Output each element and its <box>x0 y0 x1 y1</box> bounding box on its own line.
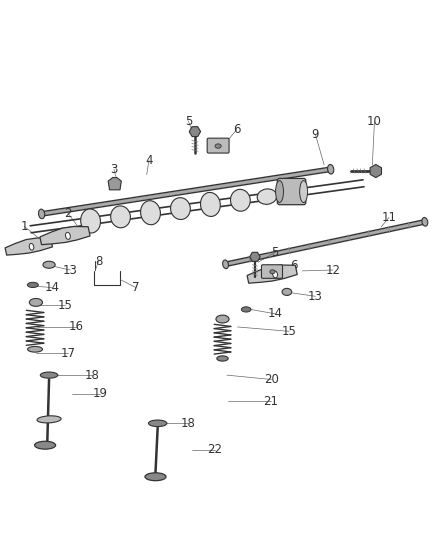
Ellipse shape <box>29 298 42 306</box>
Ellipse shape <box>328 165 334 174</box>
Text: 9: 9 <box>311 128 319 141</box>
Ellipse shape <box>148 420 167 426</box>
Text: 14: 14 <box>44 281 59 294</box>
Text: 7: 7 <box>132 281 140 294</box>
Ellipse shape <box>216 315 229 323</box>
Ellipse shape <box>29 244 34 250</box>
Ellipse shape <box>65 232 71 239</box>
Polygon shape <box>5 238 53 255</box>
Text: 19: 19 <box>92 387 107 400</box>
Ellipse shape <box>241 307 251 312</box>
Ellipse shape <box>111 206 131 228</box>
Ellipse shape <box>276 181 283 203</box>
Polygon shape <box>247 265 297 283</box>
Text: 13: 13 <box>63 263 78 277</box>
Ellipse shape <box>28 346 42 352</box>
FancyBboxPatch shape <box>207 138 229 153</box>
Text: 10: 10 <box>367 115 382 127</box>
FancyBboxPatch shape <box>261 265 283 278</box>
Text: 6: 6 <box>290 259 298 272</box>
Ellipse shape <box>217 356 228 361</box>
Polygon shape <box>40 227 90 245</box>
Ellipse shape <box>422 217 428 226</box>
Text: 17: 17 <box>60 347 75 360</box>
Ellipse shape <box>40 372 58 378</box>
Text: 13: 13 <box>308 290 323 303</box>
Text: 2: 2 <box>64 207 72 220</box>
Text: 15: 15 <box>282 325 297 338</box>
Ellipse shape <box>272 271 278 278</box>
Ellipse shape <box>282 288 292 295</box>
Text: 18: 18 <box>181 417 196 430</box>
Text: 5: 5 <box>272 246 279 259</box>
Ellipse shape <box>27 282 39 287</box>
FancyBboxPatch shape <box>277 179 306 205</box>
Text: 3: 3 <box>110 163 117 176</box>
Text: 21: 21 <box>263 395 278 408</box>
Text: 8: 8 <box>95 255 102 268</box>
Ellipse shape <box>223 260 229 269</box>
Ellipse shape <box>81 209 100 233</box>
Text: 14: 14 <box>268 308 283 320</box>
Text: 4: 4 <box>145 154 153 167</box>
Ellipse shape <box>201 192 220 216</box>
Ellipse shape <box>141 201 160 225</box>
Text: 12: 12 <box>325 263 340 277</box>
Text: 22: 22 <box>207 443 222 456</box>
Ellipse shape <box>37 416 61 423</box>
Ellipse shape <box>230 189 250 211</box>
Ellipse shape <box>145 473 166 481</box>
Text: 11: 11 <box>381 211 396 224</box>
Ellipse shape <box>300 181 307 203</box>
Text: 16: 16 <box>69 320 84 334</box>
Text: 6: 6 <box>233 123 240 136</box>
Ellipse shape <box>43 261 55 268</box>
Text: 18: 18 <box>85 369 99 382</box>
Ellipse shape <box>257 189 277 204</box>
Text: 5: 5 <box>185 115 192 127</box>
Ellipse shape <box>170 198 191 220</box>
Text: 15: 15 <box>57 298 72 312</box>
Polygon shape <box>108 177 121 190</box>
Ellipse shape <box>35 441 56 449</box>
Ellipse shape <box>270 270 275 274</box>
Text: 1: 1 <box>20 220 28 233</box>
Ellipse shape <box>215 144 221 148</box>
Ellipse shape <box>39 209 45 219</box>
Text: 20: 20 <box>264 373 279 386</box>
